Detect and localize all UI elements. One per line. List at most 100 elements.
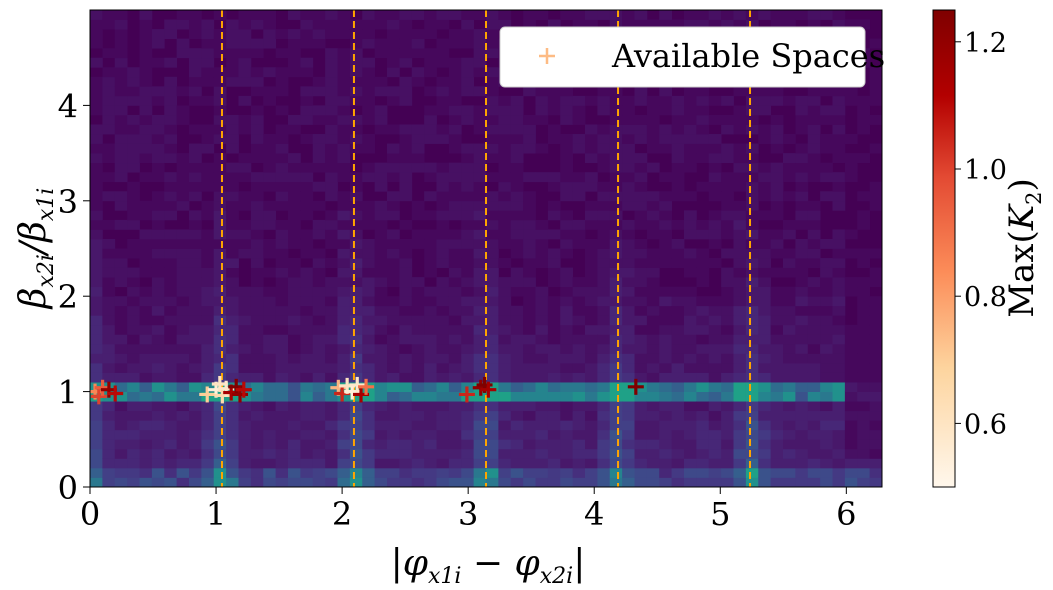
heatmap-cell <box>114 477 128 487</box>
heatmap-cell <box>213 181 227 192</box>
heatmap-cell <box>226 114 239 125</box>
heatmap-cell <box>312 324 326 335</box>
heatmap-cell <box>90 229 103 240</box>
heatmap-cell <box>387 210 400 221</box>
heatmap-cell <box>275 191 289 202</box>
heatmap-cell <box>585 448 598 459</box>
heatmap-cell <box>486 267 499 278</box>
heatmap-cell <box>684 286 697 297</box>
heatmap-cell <box>90 448 103 459</box>
heatmap-cell <box>510 429 524 440</box>
heatmap-cell <box>585 353 598 364</box>
heatmap-cell <box>486 305 499 316</box>
heatmap-cell <box>795 248 809 259</box>
heatmap-cell <box>337 467 351 478</box>
heatmap-cell <box>498 162 512 173</box>
heatmap-cell <box>795 162 809 173</box>
heatmap-cell <box>671 286 685 297</box>
heatmap-cell <box>288 124 301 135</box>
heatmap-cell <box>807 172 821 183</box>
heatmap-cell <box>646 343 660 354</box>
heatmap-cell <box>226 277 239 288</box>
heatmap-cell <box>275 467 289 478</box>
heatmap-cell <box>424 391 437 402</box>
heatmap-cell <box>102 258 116 268</box>
heatmap-cell <box>337 372 351 383</box>
heatmap-cell <box>325 448 338 459</box>
heatmap-cell <box>424 296 437 307</box>
heatmap-cell <box>783 382 796 392</box>
heatmap-cell <box>374 10 388 20</box>
heatmap-cell <box>349 38 363 49</box>
heatmap-cell <box>535 143 549 154</box>
heatmap-cell <box>721 191 734 202</box>
heatmap-cell <box>535 362 549 373</box>
heatmap-cell <box>498 181 512 192</box>
heatmap-cell <box>857 191 871 202</box>
heatmap-cell <box>90 200 103 211</box>
heatmap-cell <box>176 382 190 392</box>
heatmap-cell <box>844 420 858 431</box>
heatmap-cell <box>721 439 734 450</box>
heatmap-cell <box>300 382 314 392</box>
heatmap-cell <box>857 219 871 230</box>
heatmap-cell <box>189 267 202 278</box>
heatmap-cell <box>770 429 784 440</box>
heatmap-cell <box>114 105 128 116</box>
heatmap-cell <box>325 334 338 345</box>
heatmap-cell <box>213 219 227 230</box>
heatmap-cell <box>424 477 437 487</box>
heatmap-cell <box>795 353 809 364</box>
heatmap-cell <box>844 401 858 412</box>
heatmap-cell <box>523 477 536 487</box>
heatmap-cell <box>486 448 499 459</box>
heatmap-cell <box>783 343 796 354</box>
heatmap-cell <box>275 343 289 354</box>
heatmap-cell <box>164 229 178 240</box>
heatmap-cell <box>114 172 128 183</box>
heatmap-cell <box>646 362 660 373</box>
heatmap-cell <box>733 210 747 221</box>
heatmap-cell <box>820 258 833 268</box>
heatmap-cell <box>622 162 635 173</box>
heatmap-cell <box>671 172 685 183</box>
heatmap-cell <box>436 391 450 402</box>
heatmap-cell <box>510 448 524 459</box>
heatmap-cell <box>646 372 660 383</box>
heatmap-cell <box>572 296 586 307</box>
heatmap-cell <box>646 439 660 450</box>
heatmap-cell <box>176 391 190 402</box>
heatmap-cell <box>362 467 376 478</box>
heatmap-cell <box>312 134 326 144</box>
heatmap-cell <box>238 458 252 469</box>
heatmap-cell <box>399 124 413 135</box>
heatmap-cell <box>783 324 796 335</box>
heatmap-cell <box>288 48 301 59</box>
heatmap-cell <box>176 86 190 97</box>
heatmap-cell <box>189 67 202 78</box>
heatmap-cell <box>745 296 759 307</box>
heatmap-cell <box>411 210 425 221</box>
heatmap-cell <box>708 324 722 335</box>
heatmap-cell <box>151 353 165 364</box>
heatmap-cell <box>114 248 128 259</box>
heatmap-cell <box>127 315 140 326</box>
heatmap-cell <box>250 48 264 59</box>
heatmap-cell <box>213 315 227 326</box>
heatmap-cell <box>411 124 425 135</box>
heatmap-cell <box>90 277 103 288</box>
heatmap-cell <box>424 86 437 97</box>
heatmap-cell <box>349 134 363 144</box>
heatmap-cell <box>795 143 809 154</box>
heatmap-cell <box>139 229 153 240</box>
heatmap-cell <box>176 238 190 249</box>
heatmap-cell <box>523 143 536 154</box>
heatmap-cell <box>411 29 425 40</box>
heatmap-cell <box>226 229 239 240</box>
heatmap-cell <box>684 343 697 354</box>
heatmap-cell <box>263 477 277 487</box>
heatmap-cell <box>114 277 128 288</box>
heatmap-cell <box>486 343 499 354</box>
heatmap-cell <box>362 334 376 345</box>
heatmap-cell <box>473 38 487 49</box>
